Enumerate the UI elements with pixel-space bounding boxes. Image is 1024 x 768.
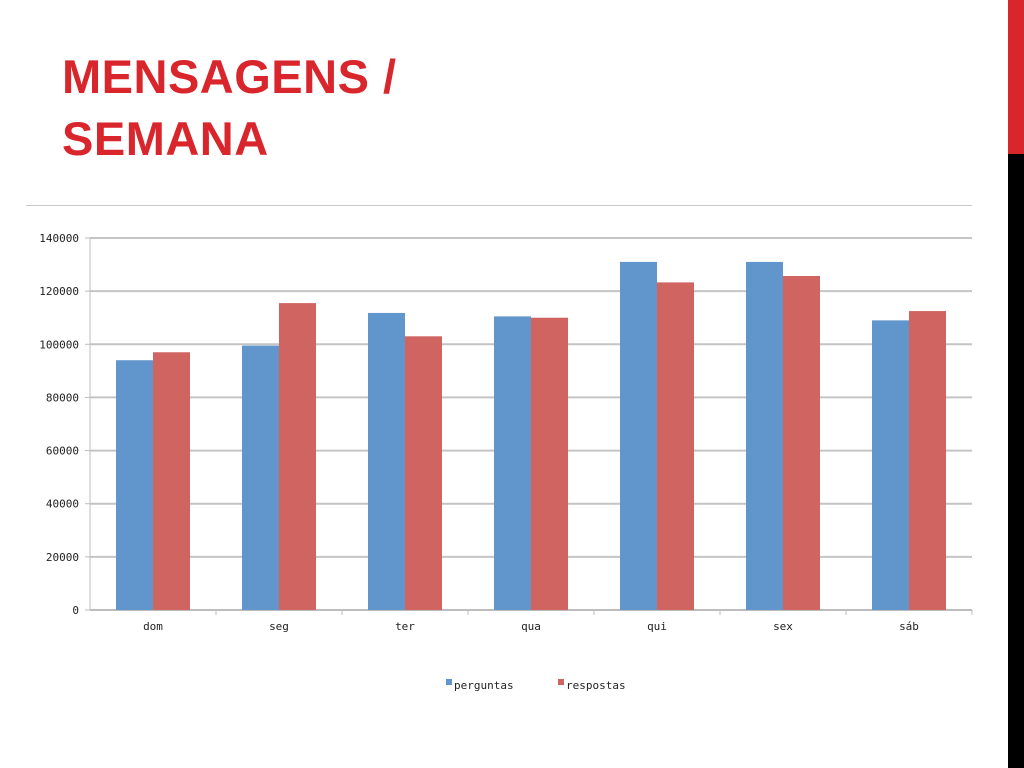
x-category-label: qui <box>647 620 667 633</box>
side-bar-accent <box>1008 0 1024 154</box>
bar-perguntas-seg <box>242 345 279 610</box>
x-category-label: sex <box>773 620 793 633</box>
bar-respostas-sáb <box>909 311 946 610</box>
y-tick-label: 0 <box>72 604 79 617</box>
bar-respostas-dom <box>153 352 190 610</box>
y-tick-label: 100000 <box>39 338 79 351</box>
legend-label-respostas: respostas <box>566 679 626 692</box>
bar-respostas-sex <box>783 275 820 610</box>
y-tick-label: 120000 <box>39 285 79 298</box>
y-tick-label: 40000 <box>46 498 79 511</box>
axes: 0 20000 40000 60000 80000 100000 120000 140000 d… <box>39 232 973 633</box>
bar-perguntas-qui <box>620 261 657 610</box>
legend: perguntas respostas <box>446 679 626 692</box>
bar-perguntas-dom <box>116 360 153 610</box>
x-category-label: ter <box>395 620 415 633</box>
bars <box>116 261 946 610</box>
legend-label-perguntas: perguntas <box>454 679 514 692</box>
slide-title-line-2: SEMANA <box>62 112 269 165</box>
x-category-label: sáb <box>899 620 919 633</box>
x-category-label: qua <box>521 620 541 633</box>
y-tick-label: 140000 <box>39 232 79 245</box>
bar-respostas-qui <box>657 282 694 610</box>
bar-perguntas-ter <box>368 312 405 610</box>
slide-title: MENSAGENS / SEMANA <box>62 46 662 170</box>
y-tick-label: 80000 <box>46 391 79 404</box>
bar-perguntas-sex <box>746 261 783 610</box>
x-category-label: dom <box>143 620 163 633</box>
chart-top-rule <box>26 205 972 206</box>
bar-respostas-ter <box>405 336 442 610</box>
slide-title-line-1: MENSAGENS / <box>62 50 397 103</box>
y-tick-label: 20000 <box>46 551 79 564</box>
x-category-label: seg <box>269 620 289 633</box>
bar-perguntas-sáb <box>872 320 909 610</box>
legend-swatch-perguntas <box>446 679 452 685</box>
side-bar <box>1008 0 1024 768</box>
bar-perguntas-qua <box>494 316 531 610</box>
legend-swatch-respostas <box>558 679 564 685</box>
bar-respostas-qua <box>531 317 568 610</box>
y-tick-label: 60000 <box>46 445 79 458</box>
bar-respostas-seg <box>279 303 316 610</box>
